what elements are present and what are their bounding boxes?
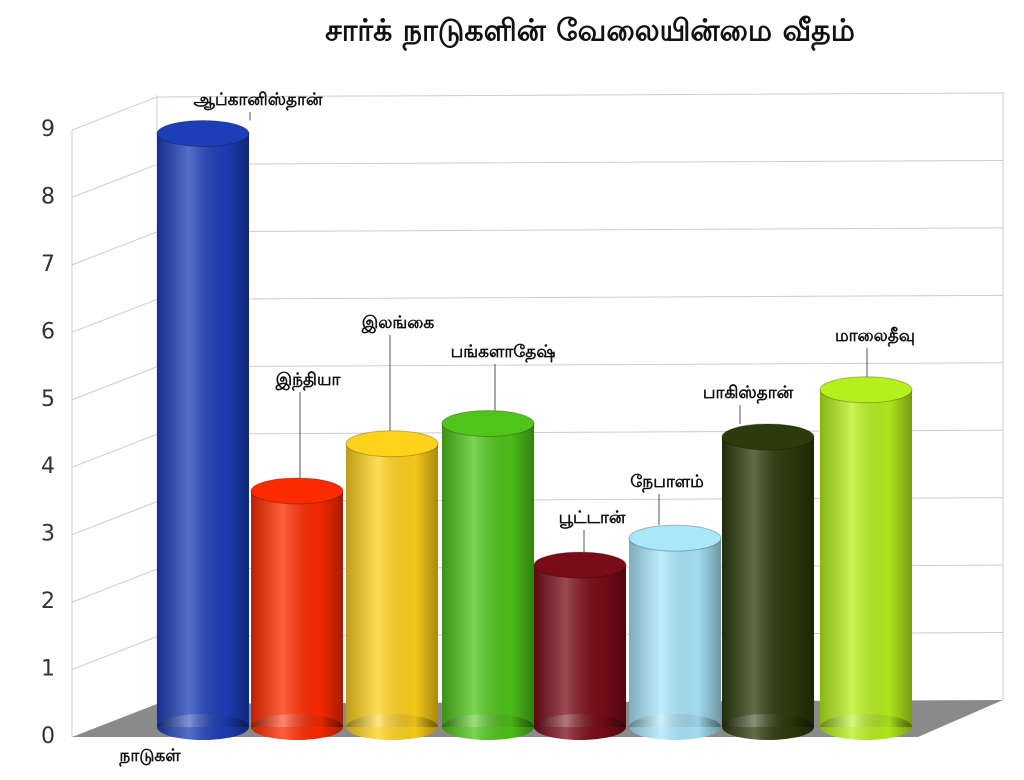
category-label: பூட்டான் [559, 508, 626, 528]
category-label: நேபாளம் [630, 472, 704, 492]
chart-title: சார்க் நாடுகளின் வேலையின்மை வீதம் [325, 14, 855, 52]
bar-shade [820, 714, 912, 740]
y-tick-label: 2 [41, 589, 55, 614]
bar-top [533, 551, 627, 579]
bar-shade [251, 714, 343, 740]
bar-shade [820, 389, 912, 727]
bar-shade [346, 714, 438, 740]
bar-shade [534, 714, 626, 740]
bar-shade [722, 714, 814, 740]
bar-shade [346, 443, 438, 727]
bar-top [819, 376, 913, 404]
bar-shade [722, 436, 814, 727]
y-tick-label: 4 [41, 454, 55, 479]
bar-shade [629, 538, 721, 727]
bar-shade [534, 565, 626, 727]
bar-top [628, 524, 722, 552]
y-tick-label: 1 [41, 657, 55, 682]
category-label: இலங்கை [361, 313, 435, 333]
y-tick-label: 7 [41, 252, 55, 277]
category-label: பங்களாதேஷ் [451, 342, 556, 362]
bar-shade [629, 714, 721, 740]
bar-shade [251, 490, 343, 727]
bar-shade [157, 714, 249, 740]
bar-top [345, 430, 439, 458]
y-tick-label: 6 [41, 319, 55, 344]
x-axis-label: நாடுகள் [118, 746, 181, 766]
y-tick-label: 5 [41, 387, 55, 412]
category-label: மாலைதீவு [835, 326, 915, 346]
bar-shade [442, 714, 534, 740]
y-tick-label: 9 [41, 117, 55, 142]
grid-line [71, 92, 1004, 131]
bar-shade [442, 423, 534, 727]
y-tick-label: 8 [41, 184, 55, 209]
category-label: ஆப்கானிஸ்தான் [194, 90, 323, 110]
y-tick-label: 3 [41, 522, 55, 547]
category-label: பாகிஸ்தான் [703, 383, 794, 403]
bar-top [441, 410, 535, 437]
bar-top [250, 477, 344, 505]
bar-top [156, 119, 250, 147]
category-label: இந்தியா [275, 370, 342, 390]
y-tick-label: 0 [41, 724, 55, 749]
bar-shade [157, 133, 249, 727]
bar-top [721, 423, 815, 451]
